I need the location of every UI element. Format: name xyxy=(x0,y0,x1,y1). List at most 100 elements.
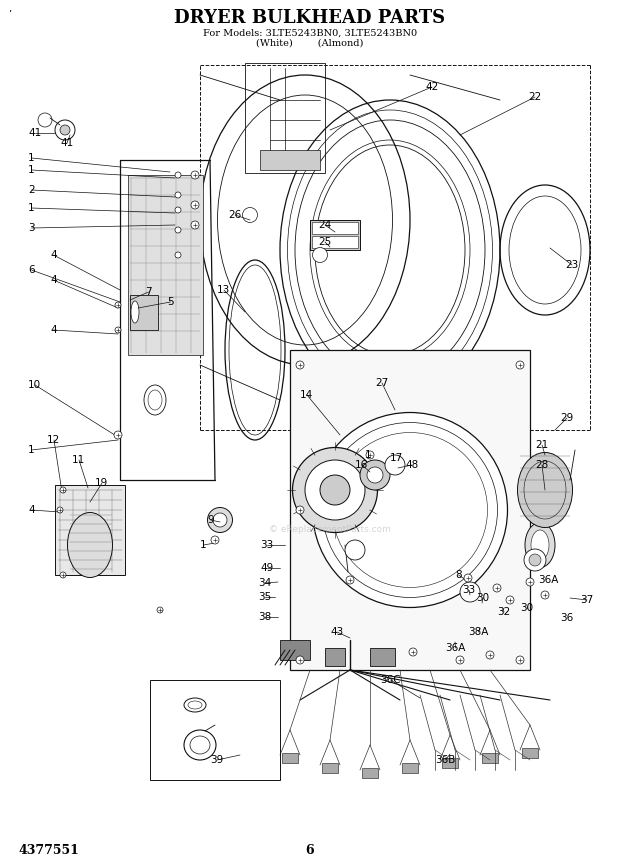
Ellipse shape xyxy=(305,460,365,520)
Ellipse shape xyxy=(506,596,514,604)
Text: 36: 36 xyxy=(560,613,574,623)
Text: 3: 3 xyxy=(28,223,35,233)
Text: 36C: 36C xyxy=(380,675,401,685)
Ellipse shape xyxy=(541,591,549,599)
Text: 35: 35 xyxy=(258,592,272,602)
Ellipse shape xyxy=(296,506,304,514)
Text: 4: 4 xyxy=(50,250,56,260)
Bar xyxy=(482,753,498,763)
Text: 24: 24 xyxy=(318,220,331,230)
Text: 37: 37 xyxy=(580,595,593,605)
Text: 17: 17 xyxy=(390,453,403,463)
Ellipse shape xyxy=(175,252,181,258)
Ellipse shape xyxy=(115,327,121,333)
Text: 12: 12 xyxy=(47,435,60,445)
Ellipse shape xyxy=(68,512,112,577)
Ellipse shape xyxy=(175,192,181,198)
Ellipse shape xyxy=(191,201,199,209)
Text: 22: 22 xyxy=(528,92,541,102)
Ellipse shape xyxy=(131,301,139,323)
Ellipse shape xyxy=(366,451,374,459)
Text: 34: 34 xyxy=(258,578,272,588)
Bar xyxy=(245,63,325,173)
Text: 4: 4 xyxy=(50,275,56,285)
Text: 10: 10 xyxy=(28,380,41,390)
Bar xyxy=(130,295,158,330)
Ellipse shape xyxy=(460,582,480,602)
Ellipse shape xyxy=(493,584,501,592)
Ellipse shape xyxy=(60,487,66,493)
Text: 41: 41 xyxy=(60,138,73,148)
Bar xyxy=(280,640,310,660)
Ellipse shape xyxy=(524,549,546,571)
Text: ’: ’ xyxy=(8,10,11,20)
Ellipse shape xyxy=(175,227,181,233)
Ellipse shape xyxy=(518,453,572,528)
Ellipse shape xyxy=(211,536,219,544)
Ellipse shape xyxy=(312,412,508,607)
Ellipse shape xyxy=(526,578,534,586)
Ellipse shape xyxy=(191,221,199,229)
Ellipse shape xyxy=(312,247,327,263)
Text: 11: 11 xyxy=(72,455,86,465)
Text: 38: 38 xyxy=(258,612,272,622)
Text: 2: 2 xyxy=(28,185,35,195)
Ellipse shape xyxy=(516,656,524,664)
Text: 13: 13 xyxy=(217,285,230,295)
Text: For Models: 3LTE5243BN0, 3LTE5243BN0: For Models: 3LTE5243BN0, 3LTE5243BN0 xyxy=(203,29,417,37)
Ellipse shape xyxy=(345,540,365,560)
Ellipse shape xyxy=(346,576,354,584)
Bar xyxy=(322,763,338,773)
Ellipse shape xyxy=(296,656,304,664)
Text: 1: 1 xyxy=(200,540,206,550)
Ellipse shape xyxy=(486,651,494,659)
Text: 1: 1 xyxy=(365,450,371,460)
Text: 32: 32 xyxy=(497,607,510,617)
Text: 36A: 36A xyxy=(445,643,466,653)
Ellipse shape xyxy=(296,361,304,369)
Ellipse shape xyxy=(114,431,122,439)
Ellipse shape xyxy=(320,475,350,505)
Text: 1: 1 xyxy=(28,203,35,213)
Text: 7: 7 xyxy=(145,287,152,297)
Text: 9: 9 xyxy=(207,515,214,525)
Text: 19: 19 xyxy=(95,478,108,488)
Text: 49: 49 xyxy=(260,563,273,573)
Ellipse shape xyxy=(464,574,472,582)
Bar xyxy=(312,236,358,248)
Text: DRYER BULKHEAD PARTS: DRYER BULKHEAD PARTS xyxy=(174,9,446,27)
Text: 1: 1 xyxy=(28,165,35,175)
Ellipse shape xyxy=(60,125,70,135)
Text: 30: 30 xyxy=(476,593,489,603)
Ellipse shape xyxy=(456,656,464,664)
Bar xyxy=(310,220,360,250)
Text: 21: 21 xyxy=(535,440,548,450)
Ellipse shape xyxy=(57,507,63,513)
Ellipse shape xyxy=(60,572,66,578)
Text: 25: 25 xyxy=(318,237,331,247)
Ellipse shape xyxy=(191,171,199,179)
Text: 36B: 36B xyxy=(435,755,455,765)
Bar xyxy=(522,748,538,758)
Text: 29: 29 xyxy=(560,413,574,423)
Ellipse shape xyxy=(360,460,390,490)
Text: 48: 48 xyxy=(405,460,418,470)
Ellipse shape xyxy=(242,207,257,223)
Text: 39: 39 xyxy=(210,755,223,765)
Ellipse shape xyxy=(213,513,227,527)
Text: 33: 33 xyxy=(260,540,273,550)
Text: (White)        (Almond): (White) (Almond) xyxy=(256,39,364,48)
Text: 4: 4 xyxy=(28,505,35,515)
Bar xyxy=(370,648,395,666)
Ellipse shape xyxy=(175,172,181,178)
Ellipse shape xyxy=(157,607,163,613)
Bar xyxy=(290,350,530,670)
Text: 36A: 36A xyxy=(538,575,559,585)
Ellipse shape xyxy=(525,523,555,568)
Text: 23: 23 xyxy=(565,260,578,270)
Ellipse shape xyxy=(531,530,549,560)
Text: 30: 30 xyxy=(520,603,533,613)
Text: 26: 26 xyxy=(228,210,241,220)
Text: 8: 8 xyxy=(455,570,462,580)
Bar xyxy=(128,175,203,355)
